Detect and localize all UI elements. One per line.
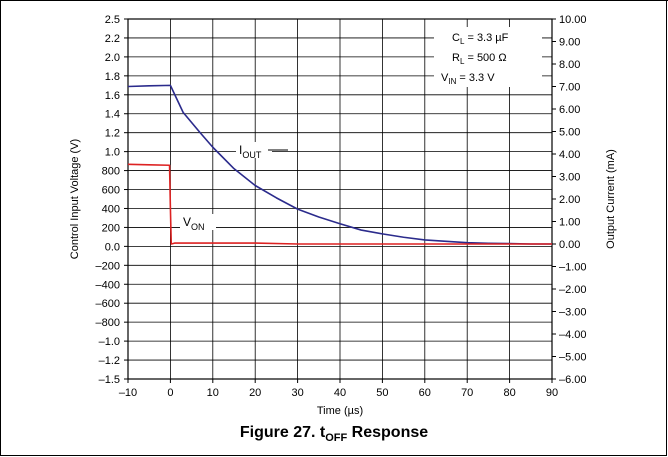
vin-annotation: VIN = 3.3 V [441, 72, 495, 86]
left-tick-label: –1.2 [99, 355, 120, 367]
left-tick-label: 2.2 [105, 33, 120, 45]
x-tick-label: 50 [376, 387, 388, 399]
left-tick-label: 400 [102, 203, 120, 215]
x-tick-label: 20 [249, 387, 261, 399]
figure-caption: Figure 27. tOFF Response [239, 424, 429, 445]
x-tick-label: 70 [461, 387, 473, 399]
left-tick-label: 1.6 [105, 90, 120, 102]
right-tick-label: 8.00 [559, 59, 580, 71]
x-tick-label: 80 [503, 387, 515, 399]
iout-label: IOUT [239, 143, 262, 160]
right-tick-label: –4.00 [559, 329, 587, 341]
right-tick-label: –3.00 [559, 307, 587, 319]
x-tick-label: 40 [334, 387, 346, 399]
right-tick-label: 2.00 [559, 194, 580, 206]
cl-annotation: CL = 3.3 µF [452, 32, 509, 46]
x-axis-label: Time (µs) [317, 405, 363, 417]
left-tick-label: 2.5 [105, 14, 120, 26]
series-line-iout [127, 84, 552, 245]
left-tick-label: 1.2 [105, 128, 120, 140]
x-tick-label: 10 [207, 387, 219, 399]
right-tick-label: 1.00 [559, 217, 580, 229]
right-axis-label: Output Current (mA) [605, 149, 617, 249]
left-tick-label: –1.0 [99, 336, 120, 348]
conditions-box [434, 27, 542, 87]
left-tick-label: –200 [96, 260, 120, 272]
series-group [127, 84, 552, 245]
rl-annotation: RL = 500 Ω [452, 52, 507, 66]
right-tick-label: 10.00 [559, 14, 587, 26]
right-tick-label: 6.00 [559, 104, 580, 116]
left-tick-label: 800 [102, 166, 120, 178]
right-tick-label: 5.00 [559, 127, 580, 139]
right-tick-label: 4.00 [559, 149, 580, 161]
right-tick-label: –2.00 [559, 284, 587, 296]
right-tick-label: 3.00 [559, 172, 580, 184]
left-tick-label: 1.0 [105, 147, 120, 159]
series-line-von [127, 163, 552, 245]
left-tick-label: 200 [102, 222, 120, 234]
x-tick-label: 30 [291, 387, 303, 399]
x-tick-label: –10 [119, 387, 137, 399]
top-border [0, 0, 668, 1]
left-axis-label: Control Input Voltage (V) [69, 139, 81, 259]
left-axis-ticks: 2.5 2.2 2.0 1.8 1.6 1.4 1.2 1.0 800 600 400 200 0.0 –… [96, 14, 128, 386]
iout-label-bg [236, 142, 272, 158]
von-label: VON [183, 215, 205, 232]
right-tick-label: 9.00 [559, 37, 580, 49]
x-axis-ticks: –10 0 10 20 30 40 50 60 70 80 90 [119, 379, 558, 399]
von-label-bg [180, 214, 216, 230]
left-tick-label: 1.4 [105, 109, 120, 121]
left-tick-label: 0.0 [105, 241, 120, 253]
left-tick-label: 2.0 [105, 52, 120, 64]
left-tick-label: 600 [102, 185, 120, 197]
left-tick-label: –400 [96, 279, 120, 291]
right-tick-label: –5.00 [559, 352, 587, 364]
right-tick-label: –6.00 [559, 374, 587, 386]
x-tick-label: 90 [546, 387, 558, 399]
chart: –10 0 10 20 30 40 50 60 70 80 90 2.5 2.2 2.0 1.8 1.6 1.… [69, 14, 617, 417]
left-tick-label: –1.5 [99, 374, 120, 386]
right-tick-label: 0.00 [559, 239, 580, 251]
right-axis-ticks: 10.00 9.00 8.00 7.00 6.00 5.00 4.00 3.00 2.00 1.0… [552, 14, 587, 386]
left-tick-label: –800 [96, 317, 120, 329]
left-tick-label: 1.8 [105, 71, 120, 83]
right-tick-label: –1.00 [559, 262, 587, 274]
left-tick-label: –600 [96, 298, 120, 310]
right-tick-label: 7.00 [559, 82, 580, 94]
x-tick-label: 60 [419, 387, 431, 399]
x-tick-label: 0 [167, 387, 173, 399]
